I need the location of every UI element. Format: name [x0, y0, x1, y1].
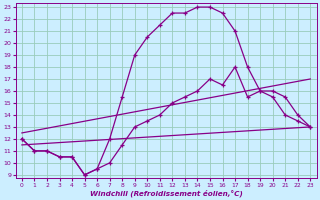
X-axis label: Windchill (Refroidissement éolien,°C): Windchill (Refroidissement éolien,°C) [90, 189, 243, 197]
